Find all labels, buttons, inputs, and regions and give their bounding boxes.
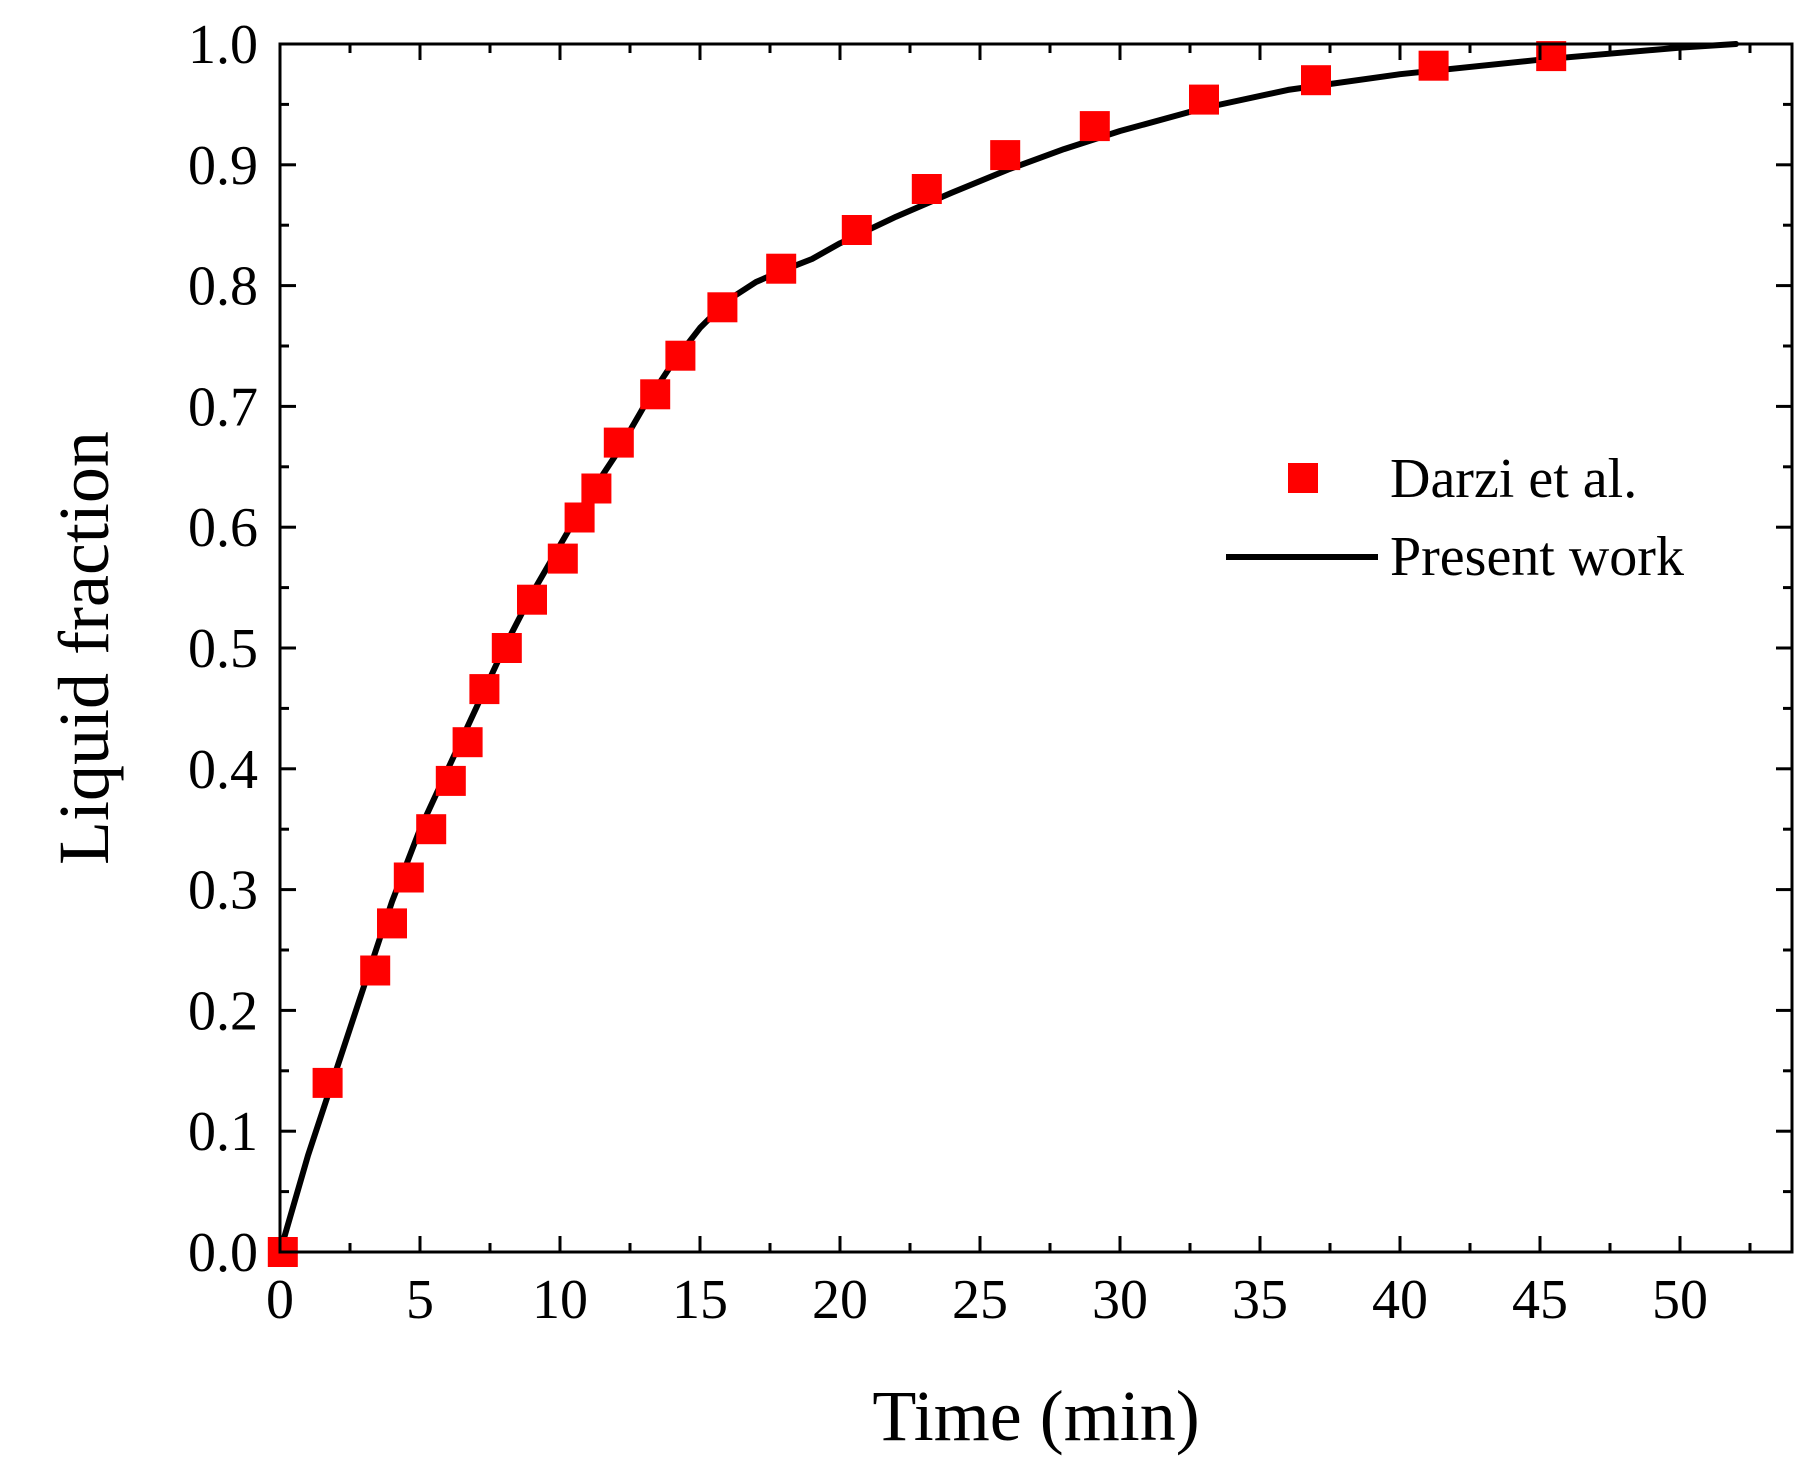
x-tick-label: 30	[1092, 1269, 1148, 1331]
data-point-darzi	[665, 340, 696, 371]
data-point-darzi	[640, 379, 671, 410]
plot-area	[267, 41, 1739, 1267]
y-tick-label: 0.8	[188, 256, 258, 318]
y-tick-label: 0.6	[188, 497, 258, 559]
x-tick-label: 50	[1652, 1269, 1708, 1331]
x-tick-label: 15	[672, 1269, 728, 1331]
data-point-darzi	[360, 955, 391, 986]
data-point-darzi	[564, 502, 595, 533]
data-point-darzi	[547, 543, 578, 574]
legend-label-darzi: Darzi et al.	[1390, 448, 1637, 510]
data-point-darzi	[435, 765, 466, 796]
data-point-darzi	[452, 727, 483, 758]
x-tick-label: 5	[406, 1269, 434, 1331]
data-point-darzi	[911, 174, 942, 204]
data-point-darzi	[517, 584, 547, 615]
x-tick-label: 45	[1512, 1269, 1568, 1331]
x-axis-label: Time (min)	[872, 1376, 1199, 1456]
x-tick-label: 35	[1232, 1269, 1288, 1331]
y-tick-label: 0.2	[188, 980, 258, 1042]
data-point-darzi	[469, 674, 500, 705]
y-tick-label: 0.7	[188, 376, 258, 438]
data-point-darzi	[416, 814, 447, 845]
y-tick-label: 0.9	[188, 135, 258, 197]
y-axis-label: Liquid fraction	[44, 431, 124, 865]
legend-label-present-work: Present work	[1390, 526, 1684, 588]
data-point-darzi	[393, 862, 424, 893]
data-point-darzi	[1418, 50, 1449, 81]
y-tick-label: 0.3	[188, 860, 258, 922]
data-point-darzi	[1079, 111, 1110, 142]
data-point-darzi	[841, 215, 872, 245]
data-point-darzi	[377, 908, 407, 939]
y-tick-label: 0.5	[188, 618, 258, 680]
x-tick-label: 25	[952, 1269, 1008, 1331]
y-tick-label: 1.0	[188, 14, 258, 76]
data-point-darzi	[1301, 65, 1331, 96]
data-point-darzi	[581, 473, 612, 504]
x-tick-label: 0	[266, 1269, 294, 1331]
x-tick-label: 20	[812, 1269, 868, 1331]
data-point-darzi	[491, 633, 522, 663]
y-tick-label: 0.0	[188, 1222, 258, 1284]
data-point-darzi	[990, 140, 1021, 171]
data-point-darzi	[766, 253, 797, 284]
x-tick-label: 40	[1372, 1269, 1428, 1331]
y-tick-label: 0.4	[188, 739, 258, 801]
data-point-darzi	[1189, 84, 1219, 115]
data-point-darzi	[603, 427, 634, 458]
data-point-darzi	[707, 292, 738, 323]
data-point-darzi	[312, 1067, 343, 1098]
axes: 0 5 10 15 20 25 30 35 40 45 50 0.0 0.1 0.2 0.3 0.4 0.5 0.…	[188, 14, 1794, 1331]
y-tick-label: 0.1	[188, 1101, 258, 1163]
legend-marker-darzi	[1288, 463, 1318, 493]
legend: Darzi et al. Present work	[1226, 448, 1684, 588]
x-tick-label: 10	[532, 1269, 588, 1331]
